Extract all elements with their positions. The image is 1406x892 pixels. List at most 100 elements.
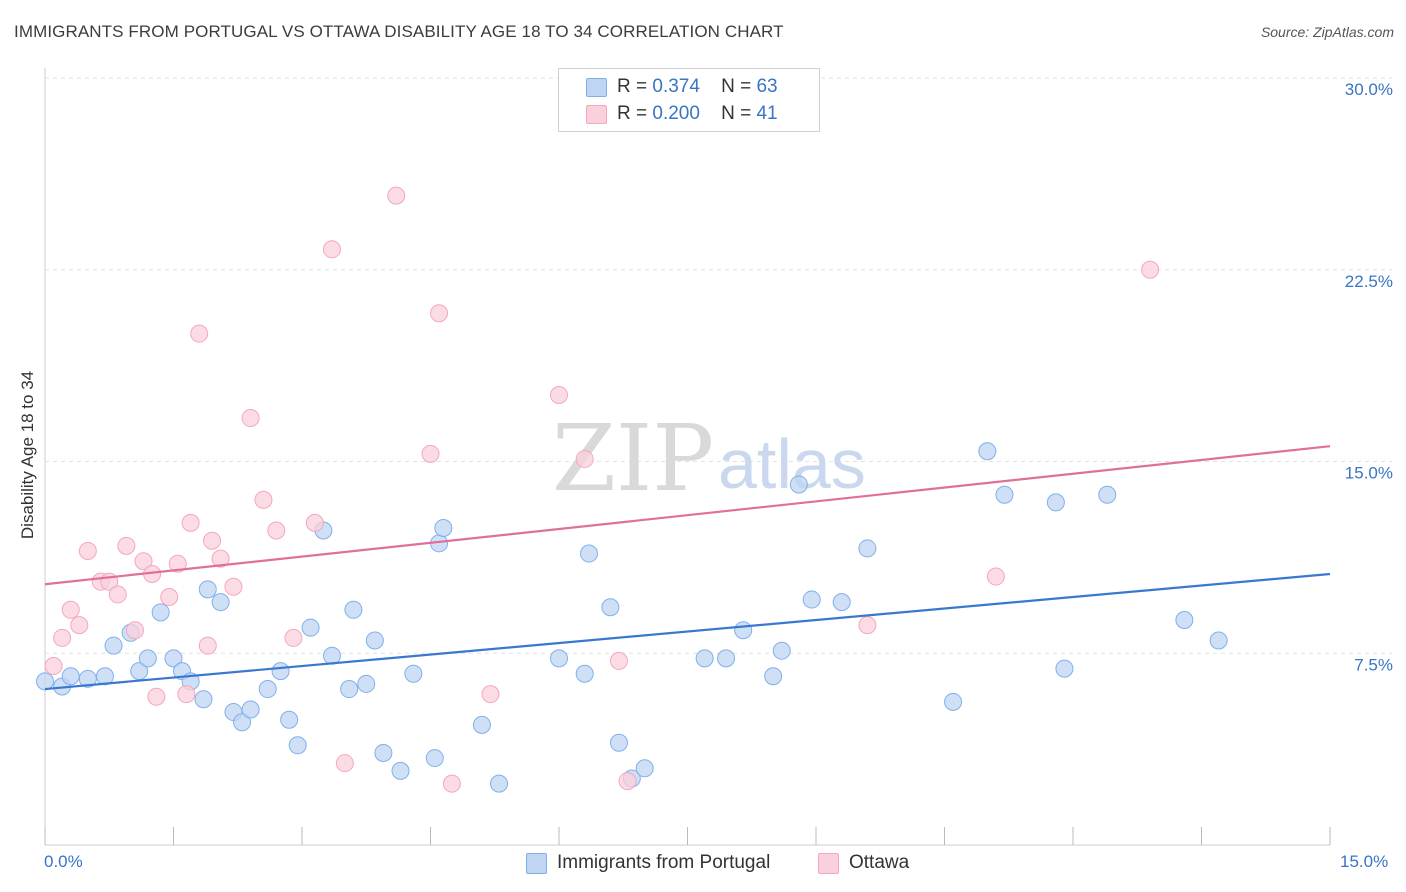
portugal-point <box>194 690 213 709</box>
ottawa-point <box>609 651 628 670</box>
ottawa-point <box>108 585 127 604</box>
ottawa-point <box>481 685 500 704</box>
grid-lines <box>45 77 1392 654</box>
ottawa-point <box>284 628 303 647</box>
ottawa-point <box>125 621 144 640</box>
portugal-point <box>995 485 1014 504</box>
portugal-point <box>61 667 80 686</box>
portugal-point <box>425 749 444 768</box>
legend-row-portugal: R = 0.374 N = 63 <box>617 75 778 99</box>
ottawa-point <box>267 521 286 540</box>
legend-r-value: 0.200 <box>652 103 700 124</box>
ottawa-point <box>198 636 217 655</box>
axes <box>44 68 1331 846</box>
ottawa-point <box>254 490 273 509</box>
portugal-point <box>340 680 359 699</box>
ottawa-point <box>1141 260 1160 279</box>
portugal-point <box>789 475 808 494</box>
correlation-legend: R = 0.374 N = 63 R = 0.200 N = 41 <box>558 68 820 132</box>
ottawa-point <box>134 552 153 571</box>
portugal-point <box>609 733 628 752</box>
ottawa-point <box>168 554 187 573</box>
portugal-point <box>802 590 821 609</box>
portugal-point <box>1098 485 1117 504</box>
portugal-point <box>579 544 598 563</box>
portugal-point <box>832 593 851 612</box>
ottawa-point <box>618 772 637 791</box>
ottawa-point <box>442 774 461 793</box>
portugal-point <box>211 593 230 612</box>
portugal-point <box>391 761 410 780</box>
ottawa-point <box>305 513 324 532</box>
ottawa-point <box>78 541 97 560</box>
portugal-point <box>344 600 363 619</box>
series-legend-label: Ottawa <box>849 852 910 873</box>
portugal-point <box>635 759 654 778</box>
x-tick-label-min: 0.0% <box>44 852 83 871</box>
ottawa-trend-line <box>44 445 1331 586</box>
legend-n-label: N = <box>721 103 752 124</box>
legend-r-label: R = <box>617 76 648 97</box>
series-legend-label: Immigrants from Portugal <box>557 852 771 873</box>
legend-n-label: N = <box>721 76 752 97</box>
legend-row-ottawa: R = 0.200 N = 41 <box>617 102 778 126</box>
chart-source: Source: ZipAtlas.com <box>1260 24 1394 40</box>
ottawa-point <box>70 616 89 635</box>
x-tick-label-max: 15.0% <box>1340 852 1389 871</box>
portugal-point <box>764 667 783 686</box>
portugal-point <box>271 662 290 681</box>
legend-n-value: 63 <box>756 76 778 97</box>
portugal-point <box>490 774 509 793</box>
portugal-point <box>164 649 183 668</box>
portugal-point <box>404 664 423 683</box>
ottawa-point <box>322 240 341 259</box>
ottawa-point <box>335 754 354 773</box>
portugal-point <box>151 603 170 622</box>
portugal-point <box>374 743 393 762</box>
ottawa-point <box>241 409 260 428</box>
portugal-point <box>241 700 260 719</box>
portugal-point <box>357 674 376 693</box>
portugal-point <box>1209 631 1228 650</box>
portugal-point <box>258 680 277 699</box>
legend-r-value: 0.374 <box>652 76 700 97</box>
trend-lines <box>44 445 1331 691</box>
y-tick-label: 15.0% <box>1345 464 1393 483</box>
portugal-point <box>36 672 54 691</box>
data-points <box>36 186 1228 793</box>
y-tick-labels: 7.5% 15.0% 22.5% 30.0% <box>1345 80 1393 674</box>
ottawa-point <box>224 577 243 596</box>
portugal-point <box>550 649 568 668</box>
ottawa-point <box>858 616 877 635</box>
series-legend-swatch <box>818 852 839 874</box>
portugal-point <box>138 649 157 668</box>
ottawa-point <box>44 657 63 676</box>
ottawa-point <box>430 304 449 323</box>
y-tick-label: 30.0% <box>1345 80 1393 99</box>
watermark: ZIP atlas <box>552 405 866 512</box>
ottawa-point <box>117 536 136 555</box>
portugal-point <box>78 669 97 688</box>
y-tick-label: 22.5% <box>1345 272 1393 291</box>
portugal-point <box>575 664 594 683</box>
ottawa-point <box>160 588 179 607</box>
portugal-point <box>434 518 453 537</box>
ottawa-point <box>986 567 1005 586</box>
portugal-point <box>978 442 997 461</box>
ottawa-point <box>387 186 406 205</box>
ottawa-point <box>575 449 594 468</box>
portugal-point <box>233 713 252 732</box>
ottawa-point <box>550 386 568 405</box>
ottawa-point <box>421 444 440 463</box>
portugal-point <box>1055 659 1074 678</box>
portugal-point <box>104 636 123 655</box>
portugal-point <box>601 598 620 617</box>
ottawa-point <box>211 549 230 568</box>
portugal-point <box>365 631 384 650</box>
portugal-point <box>772 641 791 660</box>
portugal-point <box>280 710 299 729</box>
series-legend-ottawa: Ottawa <box>818 852 909 874</box>
portugal-point <box>858 539 877 558</box>
ottawa-point <box>177 685 196 704</box>
